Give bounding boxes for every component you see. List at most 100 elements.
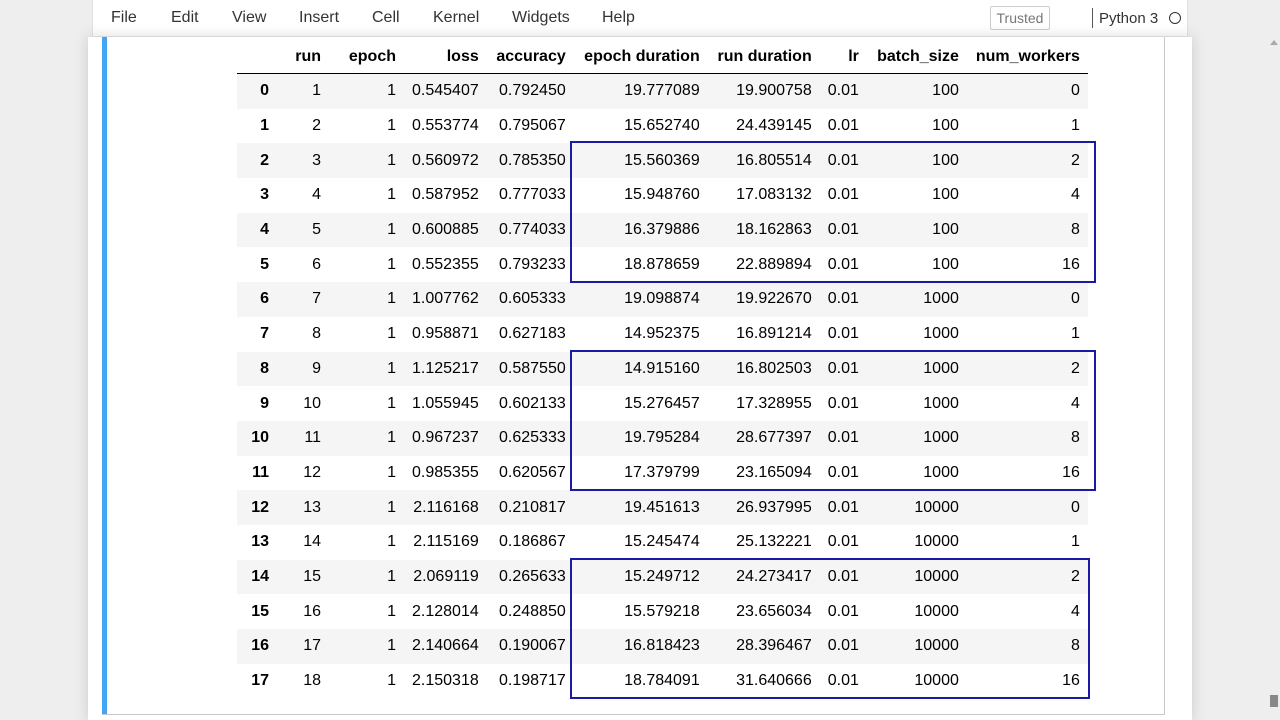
table-cell: 1000 xyxy=(923,429,959,447)
table-cell: 1.007762 xyxy=(412,290,479,308)
table-cell: 1000 xyxy=(923,463,959,481)
menu-help[interactable]: Help xyxy=(602,9,635,26)
table-cell: 15 xyxy=(303,567,321,585)
table-cell: 1 xyxy=(387,602,396,620)
scroll-up-arrow-icon[interactable] xyxy=(1270,40,1278,45)
table-cell: 0.01 xyxy=(827,221,859,239)
menu-file[interactable]: File xyxy=(111,9,137,26)
table-cell: 1 xyxy=(387,637,396,655)
table-cell: 0.777033 xyxy=(499,186,566,204)
table-cell: 16.805514 xyxy=(736,151,812,169)
table-cell: 2.128014 xyxy=(412,602,479,620)
table-cell: 1 xyxy=(387,186,396,204)
table-cell: 28.677397 xyxy=(736,429,812,447)
table-cell: 15.948760 xyxy=(624,186,700,204)
table-cell: 13 xyxy=(303,498,321,516)
table-cell: 0.01 xyxy=(827,359,859,377)
table-cell: 4 xyxy=(1070,186,1080,204)
table-cell: 0.600885 xyxy=(412,221,479,239)
table-row: 11 12 1 0.985355 0.620567 17.379799 23.165094 0… xyxy=(237,456,1088,491)
row-index: 17 xyxy=(251,672,269,690)
table-cell: 1 xyxy=(387,567,396,585)
table-cell: 5 xyxy=(312,221,321,239)
row-index: 16 xyxy=(251,637,269,655)
table-cell: 16 xyxy=(1062,672,1080,690)
column-header-epoch: epoch xyxy=(329,40,404,74)
table-cell: 0.01 xyxy=(827,533,859,551)
page-scrollbar[interactable] xyxy=(1268,37,1280,720)
table-row: 3 4 1 0.587952 0.777033 15.948760 17.083132 0.0… xyxy=(237,178,1088,213)
table-cell: 1 xyxy=(387,117,396,135)
row-index: 4 xyxy=(260,221,269,239)
menu-view[interactable]: View xyxy=(232,9,267,26)
table-cell: 18.878659 xyxy=(624,255,700,273)
table-cell: 8 xyxy=(1070,637,1080,655)
table-cell: 0.560972 xyxy=(412,151,479,169)
table-cell: 1 xyxy=(387,151,396,169)
kernel-name[interactable]: Python 3 xyxy=(1099,10,1159,27)
index-header xyxy=(237,40,277,74)
scrollbar-thumb[interactable] xyxy=(1270,695,1278,707)
table-cell: 2.115169 xyxy=(413,533,479,551)
table-cell: 16.379886 xyxy=(624,221,700,239)
table-cell: 18.162863 xyxy=(736,221,812,239)
dataframe-table: run epoch loss accuracy epoch duration r… xyxy=(237,40,1088,698)
table-cell: 1 xyxy=(387,255,396,273)
table-cell: 1 xyxy=(387,498,396,516)
table-cell: 0.785350 xyxy=(499,151,566,169)
table-cell: 0.602133 xyxy=(499,394,566,412)
table-cell: 14.915160 xyxy=(624,359,700,377)
row-index: 6 xyxy=(260,290,269,308)
table-cell: 1000 xyxy=(923,359,959,377)
table-cell: 0.545407 xyxy=(412,82,479,100)
table-cell: 100 xyxy=(932,82,959,100)
row-index: 9 xyxy=(260,394,269,412)
table-cell: 17.083132 xyxy=(736,186,812,204)
table-cell: 4 xyxy=(312,186,321,204)
table-cell: 0.01 xyxy=(827,82,859,100)
table-row: 5 6 1 0.552355 0.793233 18.878659 22.889894 0.0… xyxy=(237,247,1088,282)
table-cell: 0.01 xyxy=(827,602,859,620)
menu-edit[interactable]: Edit xyxy=(171,9,199,26)
menu-insert[interactable]: Insert xyxy=(299,9,340,26)
row-index: 10 xyxy=(251,429,269,447)
table-cell: 0.248850 xyxy=(499,602,566,620)
table-cell: 3 xyxy=(312,151,321,169)
table-cell: 100 xyxy=(932,186,959,204)
table-cell: 25.132221 xyxy=(736,533,812,551)
table-cell: 8 xyxy=(1070,429,1080,447)
table-cell: 19.900758 xyxy=(736,82,812,100)
table-cell: 16.891214 xyxy=(736,325,812,343)
table-cell: 15.276457 xyxy=(624,394,700,412)
row-index: 11 xyxy=(252,463,269,481)
trusted-indicator[interactable]: Trusted xyxy=(990,6,1050,30)
table-cell: 15.652740 xyxy=(624,117,700,135)
table-cell: 10 xyxy=(303,394,321,412)
menu-cell[interactable]: Cell xyxy=(372,9,400,26)
kernel-separator xyxy=(1092,8,1093,28)
menu-widgets[interactable]: Widgets xyxy=(512,9,570,26)
menu-kernel[interactable]: Kernel xyxy=(433,9,480,26)
table-cell: 23.165094 xyxy=(736,463,812,481)
row-index: 15 xyxy=(251,602,269,620)
table-cell: 4 xyxy=(1070,602,1080,620)
table-cell: 10000 xyxy=(914,637,959,655)
column-header-loss: loss xyxy=(404,40,487,74)
table-cell: 0.967237 xyxy=(412,429,479,447)
table-cell: 23.656034 xyxy=(736,602,812,620)
table-row: 2 3 1 0.560972 0.785350 15.560369 16.805514 0.0… xyxy=(237,143,1088,179)
table-cell: 1 xyxy=(387,463,396,481)
table-cell: 0.625333 xyxy=(499,429,566,447)
table-cell: 0.01 xyxy=(827,255,859,273)
table-cell: 8 xyxy=(1070,221,1080,239)
table-cell: 15.579218 xyxy=(624,602,700,620)
table-cell: 15.249712 xyxy=(624,567,700,585)
table-cell: 0.265633 xyxy=(499,567,566,585)
table-cell: 2 xyxy=(312,117,321,135)
table-cell: 1 xyxy=(387,359,396,377)
table-cell: 1 xyxy=(387,394,396,412)
table-row: 0 1 1 0.545407 0.792450 19.777089 19.900758 0.0… xyxy=(237,73,1088,109)
table-cell: 16.802503 xyxy=(736,359,812,377)
table-cell: 10000 xyxy=(914,498,959,516)
table-cell: 14.952375 xyxy=(624,325,700,343)
